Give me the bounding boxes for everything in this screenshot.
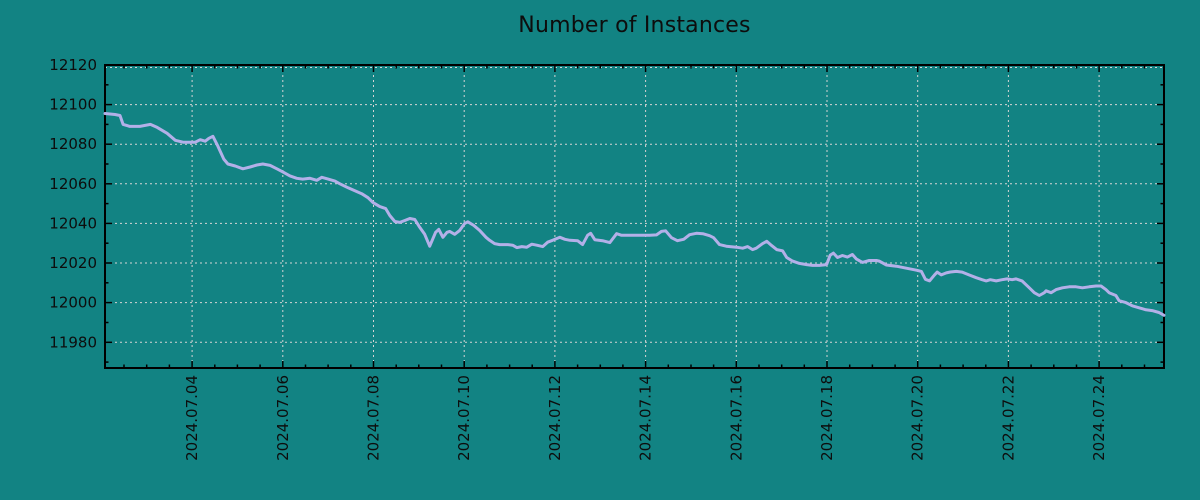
- y-tick-label: 12080: [49, 135, 97, 153]
- x-tick-label: 2024.07.10: [455, 375, 473, 461]
- y-tick-label: 12060: [49, 175, 97, 193]
- x-tick-label: 2024.07.16: [727, 375, 745, 461]
- series-line-number-of-instances: [103, 112, 1166, 317]
- y-tick-label: 12040: [49, 214, 97, 232]
- chart-title: Number of Instances: [518, 13, 751, 38]
- y-tick-label: 11980: [49, 333, 97, 351]
- x-tick-label: 2024.07.14: [637, 375, 655, 461]
- y-tick-label: 12100: [49, 96, 97, 114]
- x-tick-label: 2024.07.18: [818, 375, 836, 461]
- x-tick-label: 2024.07.20: [909, 375, 927, 461]
- y-tick-label: 12000: [49, 294, 97, 312]
- x-tick-label: 2024.07.04: [183, 375, 201, 461]
- x-tick-label: 2024.07.06: [274, 375, 292, 461]
- x-tick-label: 2024.07.12: [546, 375, 564, 461]
- plot-border: [104, 64, 1165, 369]
- x-tick-label: 2024.07.24: [1090, 375, 1108, 461]
- x-tick-label: 2024.07.22: [999, 375, 1017, 461]
- x-tick-label: 2024.07.08: [365, 375, 383, 461]
- y-tick-label: 12020: [49, 254, 97, 272]
- y-tick-label: 12120: [49, 56, 97, 74]
